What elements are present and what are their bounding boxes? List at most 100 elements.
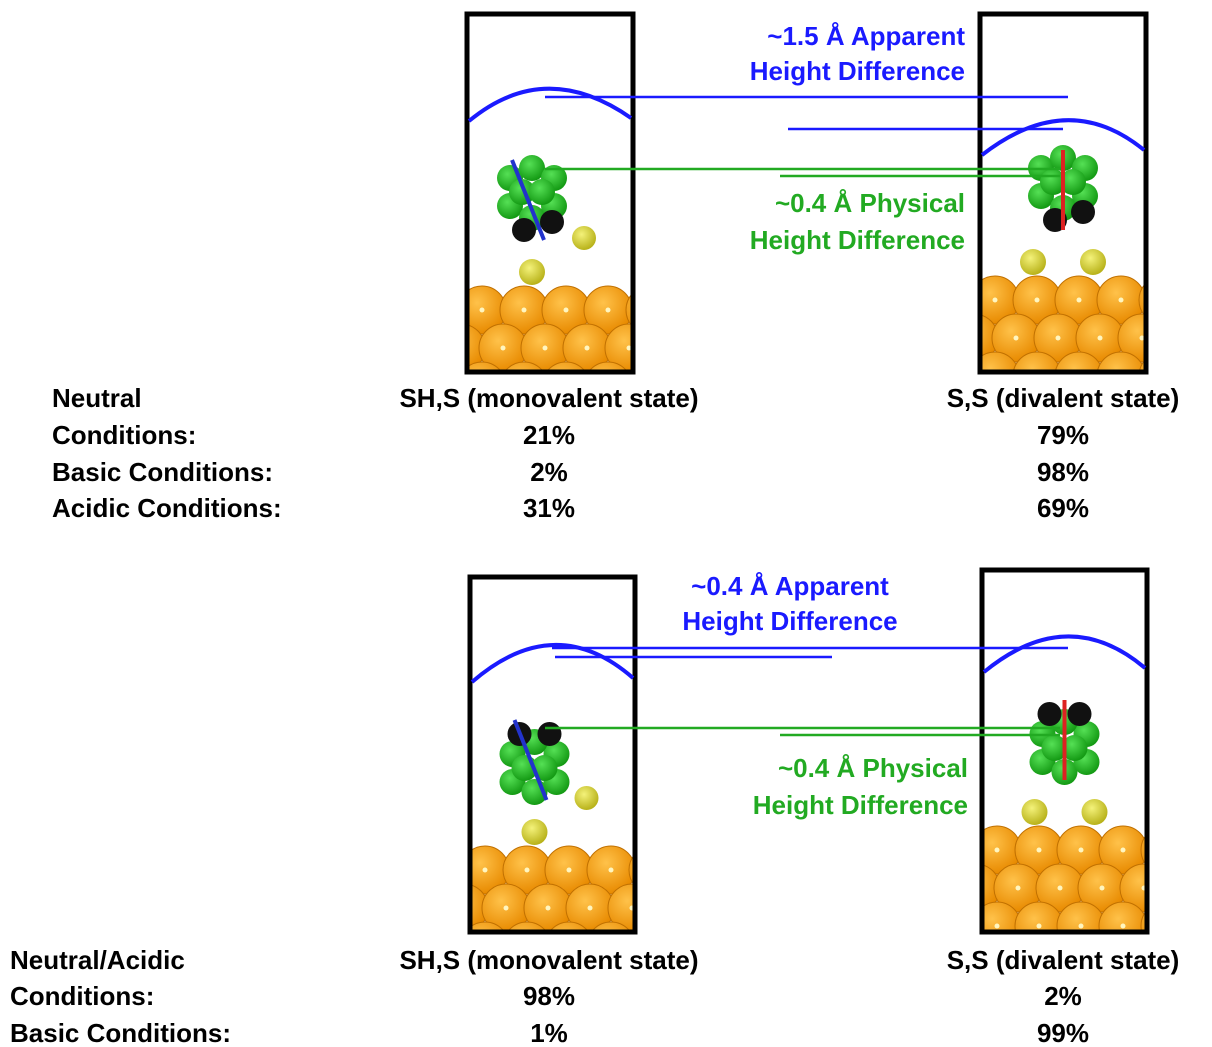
gold-atom bbox=[931, 826, 979, 874]
gold-dot bbox=[1163, 924, 1168, 929]
black-atom bbox=[1037, 702, 1062, 726]
gold-dot bbox=[951, 374, 956, 379]
c-atom bbox=[529, 179, 555, 205]
gold-dot bbox=[584, 345, 590, 351]
column-header: S,S (divalent state) bbox=[947, 383, 1180, 413]
gold-dot bbox=[992, 297, 998, 303]
percentage: 69% bbox=[1037, 493, 1089, 523]
gold-atom bbox=[604, 323, 633, 372]
gold-dot bbox=[672, 982, 677, 987]
gold-dot bbox=[1055, 335, 1061, 341]
column-header: SH,S (monovalent state) bbox=[399, 945, 698, 975]
s-atom bbox=[574, 786, 599, 810]
physical-label: ~0.4 Å Physical bbox=[778, 753, 968, 783]
s-atom bbox=[519, 259, 545, 285]
gold-dot bbox=[462, 906, 467, 911]
gold-dot bbox=[672, 906, 677, 911]
physical-label: ~0.4 Å Physical bbox=[775, 188, 965, 218]
condition-label: Conditions: bbox=[10, 981, 154, 1011]
gold-dot bbox=[1013, 335, 1019, 341]
c-atom bbox=[1041, 735, 1068, 761]
gold-atom bbox=[1117, 313, 1146, 363]
percentage: 31% bbox=[523, 493, 575, 523]
gold-atom bbox=[419, 846, 467, 894]
gold-dot bbox=[438, 308, 443, 313]
gold-atom bbox=[1054, 351, 1104, 372]
c-atom bbox=[519, 155, 545, 181]
gold-dot bbox=[1099, 885, 1105, 891]
percentage: 99% bbox=[1037, 1018, 1089, 1047]
gold-atom bbox=[1119, 863, 1147, 913]
percentage: 1% bbox=[530, 1018, 568, 1047]
apparent-curve bbox=[470, 643, 635, 684]
gold-dot bbox=[669, 422, 674, 427]
apparent-label: Height Difference bbox=[750, 56, 965, 86]
gold-dot bbox=[1097, 335, 1103, 341]
gold-dot bbox=[479, 307, 485, 313]
s-atom bbox=[1021, 799, 1048, 825]
physical-label: Height Difference bbox=[750, 225, 965, 255]
gold-dot bbox=[501, 422, 506, 427]
structure bbox=[951, 145, 1187, 379]
black-atom bbox=[1067, 702, 1092, 726]
apparent-curve bbox=[982, 634, 1147, 674]
frame bbox=[464, 11, 636, 375]
frame bbox=[467, 574, 638, 935]
s-atom bbox=[1020, 249, 1046, 275]
percentage: 98% bbox=[523, 981, 575, 1011]
apparent-curve bbox=[980, 118, 1146, 157]
apparent-label: ~0.4 Å Apparent bbox=[691, 571, 889, 601]
condition-label: Acidic Conditions: bbox=[52, 493, 282, 523]
gold-dot bbox=[953, 924, 958, 929]
gold-dot bbox=[1120, 923, 1126, 929]
black-atom bbox=[537, 722, 562, 746]
percentage: 21% bbox=[523, 420, 575, 450]
gold-dot bbox=[1036, 923, 1042, 929]
gold-dot bbox=[626, 345, 632, 351]
physical-label: Height Difference bbox=[753, 790, 968, 820]
gold-dot bbox=[503, 905, 509, 911]
gold-dot bbox=[951, 298, 956, 303]
c-atom bbox=[1061, 735, 1088, 761]
black-atom bbox=[512, 218, 536, 242]
apparent-curve bbox=[467, 86, 633, 123]
gold-dot bbox=[1036, 847, 1042, 853]
gold-dot bbox=[1182, 336, 1187, 341]
gold-atom bbox=[1096, 351, 1146, 372]
gold-dot bbox=[462, 982, 467, 987]
apparent-label: ~1.5 Å Apparent bbox=[767, 21, 965, 51]
gold-dot bbox=[1118, 297, 1124, 303]
gold-dot bbox=[542, 345, 548, 351]
gold-dot bbox=[1163, 848, 1168, 853]
gold-atom bbox=[980, 351, 1020, 372]
gold-atom bbox=[1012, 351, 1062, 372]
gold-dot bbox=[1120, 847, 1126, 853]
s-atom bbox=[521, 819, 548, 845]
gold-atom bbox=[1162, 864, 1210, 912]
s-atom bbox=[572, 226, 596, 250]
structure bbox=[419, 719, 677, 987]
gold-dot bbox=[1184, 886, 1189, 891]
gold-dot bbox=[1161, 298, 1166, 303]
condition-label: Neutral bbox=[52, 383, 142, 413]
gold-dot bbox=[605, 307, 611, 313]
s-atom bbox=[1081, 799, 1108, 825]
gold-dot bbox=[588, 982, 593, 987]
gold-dot bbox=[651, 868, 656, 873]
gold-dot bbox=[1015, 885, 1021, 891]
percentage: 79% bbox=[1037, 420, 1089, 450]
condition-label: Basic Conditions: bbox=[52, 457, 273, 487]
gold-atom bbox=[1098, 901, 1147, 932]
gold-dot bbox=[1078, 847, 1084, 853]
column-header: SH,S (monovalent state) bbox=[399, 383, 698, 413]
gold-dot bbox=[500, 345, 506, 351]
column-header: S,S (divalent state) bbox=[947, 945, 1180, 975]
gold-dot bbox=[630, 982, 635, 987]
percentage: 2% bbox=[530, 457, 568, 487]
gold-atom bbox=[416, 286, 464, 334]
structure bbox=[931, 700, 1210, 967]
gold-dot bbox=[441, 868, 446, 873]
gold-dot bbox=[1076, 297, 1082, 303]
gold-dot bbox=[1184, 962, 1189, 967]
gold-dot bbox=[1139, 335, 1145, 341]
